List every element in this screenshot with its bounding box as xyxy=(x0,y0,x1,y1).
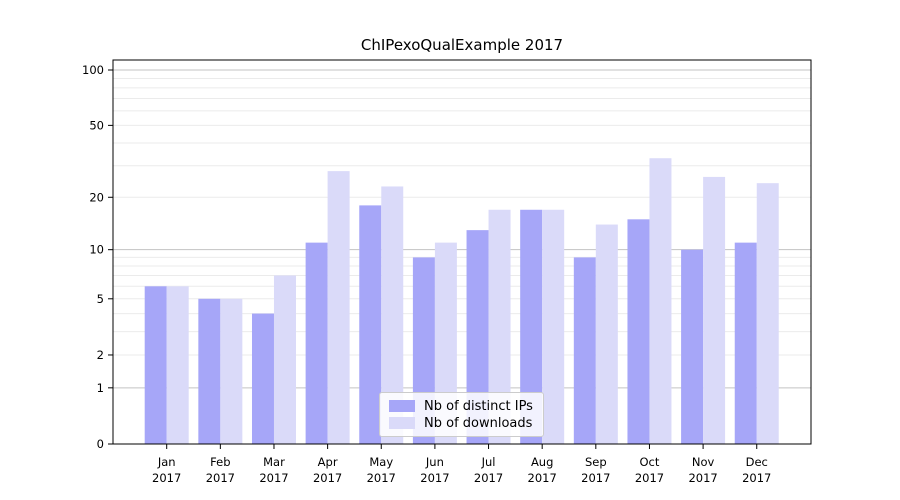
x-tick-label-year: 2017 xyxy=(528,471,557,485)
bar-distinct-ips-apr xyxy=(305,242,328,444)
bar-distinct-ips-dec xyxy=(734,242,757,444)
x-tick-label-month: Apr xyxy=(318,455,338,469)
x-tick-label-year: 2017 xyxy=(581,471,610,485)
bar-downloads-may xyxy=(381,186,404,444)
y-tick-label: 10 xyxy=(89,243,104,257)
legend-item-distinct-ips: Nb of distinct IPs xyxy=(389,400,533,413)
bar-distinct-ips-oct xyxy=(627,219,650,444)
x-tick-label-year: 2017 xyxy=(635,471,664,485)
x-tick-label-year: 2017 xyxy=(206,471,235,485)
x-tick-label-year: 2017 xyxy=(688,471,717,485)
x-tick-label-year: 2017 xyxy=(313,471,342,485)
legend-label-distinct-ips: Nb of distinct IPs xyxy=(424,398,533,414)
bar-downloads-feb xyxy=(220,298,243,444)
x-tick-label-year: 2017 xyxy=(474,471,503,485)
x-tick-label-month: Jul xyxy=(481,455,496,469)
x-tick-label-year: 2017 xyxy=(420,471,449,485)
y-tick-label: 100 xyxy=(82,63,104,77)
legend: Nb of distinct IPs Nb of downloads xyxy=(379,392,544,437)
y-tick-label: 5 xyxy=(97,292,104,306)
plot-frame xyxy=(112,59,812,445)
x-tick-label-month: Jun xyxy=(425,455,444,469)
x-tick-label-month: Dec xyxy=(746,455,768,469)
bar-distinct-ips-sep xyxy=(573,257,596,444)
x-tick-label-year: 2017 xyxy=(152,471,181,485)
legend-swatch-downloads xyxy=(389,417,415,429)
bar-downloads-oct xyxy=(649,158,672,444)
bar-downloads-apr xyxy=(327,171,350,444)
chart-title: ChIPexoQualExample 2017 xyxy=(360,36,564,54)
x-tick-label-month: Feb xyxy=(210,455,230,469)
x-tick-label-year: 2017 xyxy=(742,471,771,485)
bar-downloads-nov xyxy=(703,176,726,445)
bar-distinct-ips-may xyxy=(359,205,382,444)
bar-distinct-ips-aug xyxy=(520,209,543,444)
x-tick-label-month: Nov xyxy=(692,455,715,469)
x-tick-label-year: 2017 xyxy=(367,471,396,485)
y-tick-label: 0 xyxy=(97,437,104,451)
bar-downloads-jan xyxy=(166,286,189,444)
bar-downloads-aug xyxy=(542,209,565,444)
bar-downloads-jul xyxy=(488,209,511,444)
x-tick-label-month: Mar xyxy=(263,455,285,469)
x-tick-label-year: 2017 xyxy=(259,471,288,485)
y-tick-label: 50 xyxy=(89,118,104,132)
y-tick-label: 20 xyxy=(89,190,104,204)
y-tick-label: 2 xyxy=(97,348,104,362)
legend-label-downloads: Nb of downloads xyxy=(424,415,533,431)
x-tick-label-month: Jan xyxy=(157,455,176,469)
bar-downloads-dec xyxy=(756,183,779,444)
y-tick-label: 1 xyxy=(97,381,104,395)
x-tick-label-month: Aug xyxy=(531,455,553,469)
bar-distinct-ips-jan xyxy=(144,286,167,444)
legend-swatch-distinct-ips xyxy=(389,400,415,412)
bar-distinct-ips-feb xyxy=(198,298,221,444)
x-tick-label-month: Sep xyxy=(585,455,607,469)
legend-item-downloads: Nb of downloads xyxy=(389,417,533,430)
x-tick-label-month: May xyxy=(369,455,393,469)
bar-downloads-mar xyxy=(273,275,296,444)
x-tick-label-month: Oct xyxy=(640,455,660,469)
bar-downloads-sep xyxy=(595,224,618,444)
bar-distinct-ips-nov xyxy=(681,249,704,444)
bar-distinct-ips-jul xyxy=(466,230,489,444)
bar-distinct-ips-mar xyxy=(251,313,274,444)
